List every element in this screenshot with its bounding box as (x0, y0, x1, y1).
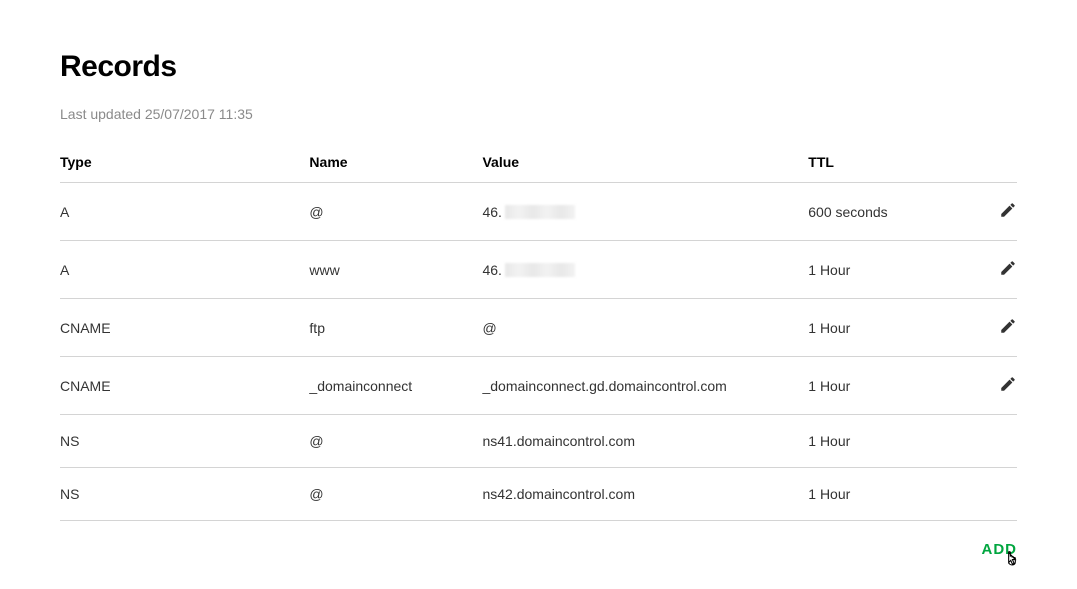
cell-type: NS (60, 468, 309, 521)
table-row: CNAME_domainconnect_domainconnect.gd.dom… (60, 357, 1017, 415)
cell-type: A (60, 183, 309, 241)
table-row: A@46. 600 seconds (60, 183, 1017, 241)
page-title: Records (60, 50, 1017, 84)
cell-name: ftp (309, 299, 482, 357)
header-action (966, 142, 1017, 183)
cell-type: CNAME (60, 299, 309, 357)
redacted-value (505, 205, 575, 219)
table-row: Awww46. 1 Hour (60, 241, 1017, 299)
table-row: NS@ns42.domaincontrol.com1 Hour (60, 468, 1017, 521)
cell-type: A (60, 241, 309, 299)
cell-type: NS (60, 415, 309, 468)
cell-name: @ (309, 183, 482, 241)
cell-name: @ (309, 415, 482, 468)
cell-ttl: 1 Hour (808, 415, 966, 468)
cell-ttl: 1 Hour (808, 468, 966, 521)
cell-value: 46. (482, 241, 808, 299)
cell-action (966, 468, 1017, 521)
header-name: Name (309, 142, 482, 183)
table-header-row: Type Name Value TTL (60, 142, 1017, 183)
cell-action (966, 241, 1017, 299)
pencil-icon[interactable] (999, 259, 1017, 280)
table-row: CNAMEftp@1 Hour (60, 299, 1017, 357)
cell-value: _domainconnect.gd.domaincontrol.com (482, 357, 808, 415)
cell-action (966, 357, 1017, 415)
pencil-icon[interactable] (999, 317, 1017, 338)
value-prefix: 46. (482, 262, 501, 278)
cursor-pointer-icon (1002, 550, 1022, 575)
redacted-value (505, 263, 575, 277)
cell-ttl: 1 Hour (808, 299, 966, 357)
cell-name: @ (309, 468, 482, 521)
header-value: Value (482, 142, 808, 183)
header-ttl: TTL (808, 142, 966, 183)
cell-action (966, 299, 1017, 357)
header-type: Type (60, 142, 309, 183)
pencil-icon[interactable] (999, 201, 1017, 222)
last-updated-text: Last updated 25/07/2017 11:35 (60, 106, 1017, 122)
cell-ttl: 1 Hour (808, 241, 966, 299)
cell-value: 46. (482, 183, 808, 241)
cell-value: ns42.domaincontrol.com (482, 468, 808, 521)
table-row: NS@ns41.domaincontrol.com1 Hour (60, 415, 1017, 468)
cell-action (966, 415, 1017, 468)
cell-action (966, 183, 1017, 241)
value-prefix: 46. (482, 204, 501, 220)
cell-value: @ (482, 299, 808, 357)
cell-value: ns41.domaincontrol.com (482, 415, 808, 468)
cell-type: CNAME (60, 357, 309, 415)
cell-ttl: 600 seconds (808, 183, 966, 241)
pencil-icon[interactable] (999, 375, 1017, 396)
cell-ttl: 1 Hour (808, 357, 966, 415)
table-footer: ADD (60, 541, 1017, 559)
cell-name: _domainconnect (309, 357, 482, 415)
cell-name: www (309, 241, 482, 299)
dns-records-table: Type Name Value TTL A@46.600 secondsAwww… (60, 142, 1017, 521)
